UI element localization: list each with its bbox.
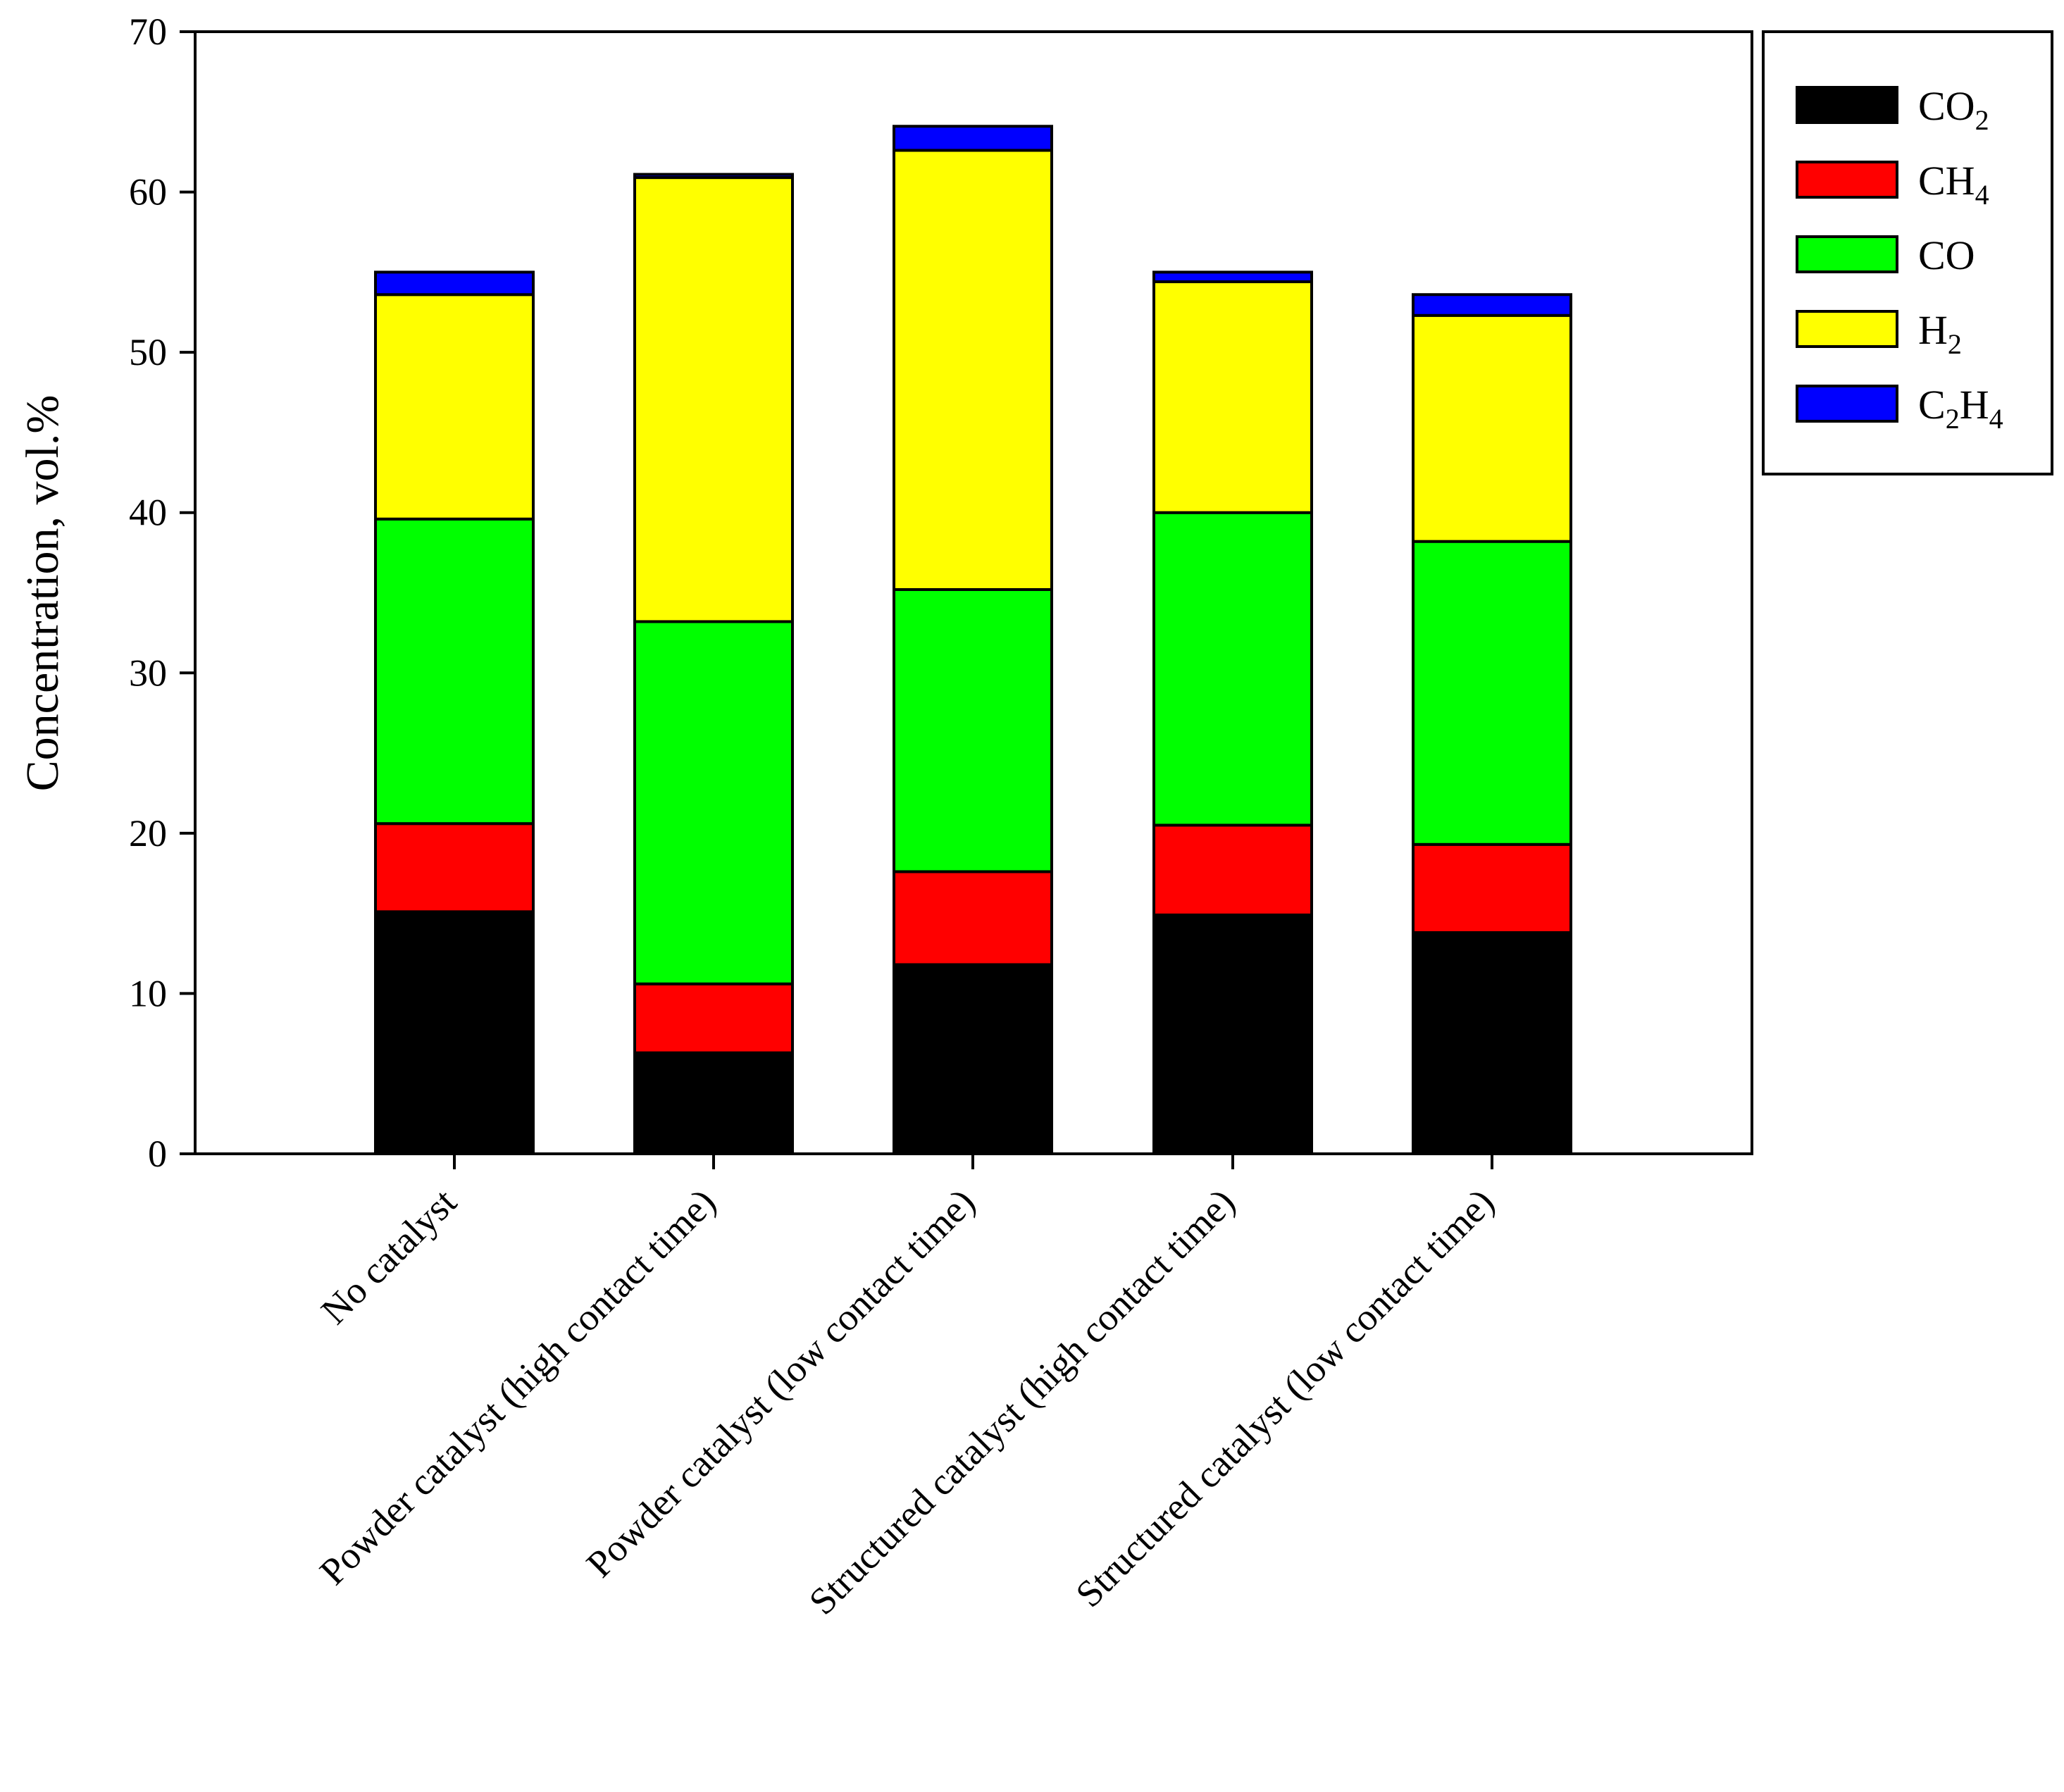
x-category-label: No catalyst [313, 1181, 464, 1332]
legend-label-h2: H2 [1918, 307, 1962, 360]
bar-segment-co [374, 517, 535, 826]
bar-segment-ch4 [893, 870, 1053, 966]
bar-segment-ch4 [374, 822, 535, 914]
bar-segment-co2 [374, 910, 535, 1156]
bar-segment-co [893, 587, 1053, 873]
legend-label-co2: CO2 [1918, 83, 1989, 136]
x-category-label: Structured catalyst (low contact time) [1067, 1181, 1502, 1615]
y-tick-label: 10 [129, 972, 167, 1014]
bar-segment-co [1412, 540, 1572, 846]
bar-segment-c2h4 [1152, 270, 1313, 284]
y-axis: 0 10 20 30 40 50 60 70 [129, 11, 195, 1175]
bar-segment-ch4 [1412, 842, 1572, 934]
legend-label-c2h4: C2H4 [1918, 382, 2003, 435]
y-tick-label: 20 [129, 812, 167, 854]
bar-segment-c2h4 [893, 125, 1053, 152]
y-tick-label: 0 [148, 1133, 167, 1175]
legend: CO2 CH4 CO H2 C2H4 [1762, 30, 2053, 475]
x-category-label: Structured catalyst (high contact time) [801, 1181, 1243, 1623]
legend-swatch-co2 [1796, 86, 1898, 124]
bar-segment-co [1152, 511, 1313, 827]
bar-segment-co2 [1412, 931, 1572, 1155]
bar-segment-ch4 [1152, 823, 1313, 916]
y-tick-label: 60 [129, 171, 167, 213]
y-axis-title: Concentration, vol.% [17, 395, 68, 792]
bar-segment-c2h4 [374, 270, 535, 297]
bars-group [374, 125, 1572, 1156]
bar-segment-co [633, 620, 794, 985]
legend-label-ch4: CH4 [1918, 158, 1989, 211]
bar-segment-co2 [1152, 913, 1313, 1155]
bar-segment-co2 [893, 963, 1053, 1155]
y-tick-label: 30 [129, 652, 167, 694]
bar-segment-h2 [374, 293, 535, 521]
y-tick-label: 40 [129, 492, 167, 534]
legend-label-co: CO [1918, 232, 1975, 278]
bar-segment-h2 [1412, 313, 1572, 543]
y-tick-label: 70 [129, 11, 167, 53]
bar-segment-h2 [1152, 280, 1313, 514]
bar-segment-h2 [633, 176, 794, 623]
bar-segment-co2 [633, 1051, 794, 1155]
legend-swatch-ch4 [1796, 161, 1898, 199]
bar-segment-c2h4 [1412, 293, 1572, 317]
bar-segment-ch4 [633, 982, 794, 1054]
legend-swatch-co [1796, 235, 1898, 273]
bar-segment-c2h4 [633, 173, 794, 180]
y-tick-label: 50 [129, 331, 167, 373]
bar-segment-h2 [893, 149, 1053, 591]
legend-swatch-h2 [1796, 310, 1898, 348]
legend-swatch-c2h4 [1796, 385, 1898, 423]
